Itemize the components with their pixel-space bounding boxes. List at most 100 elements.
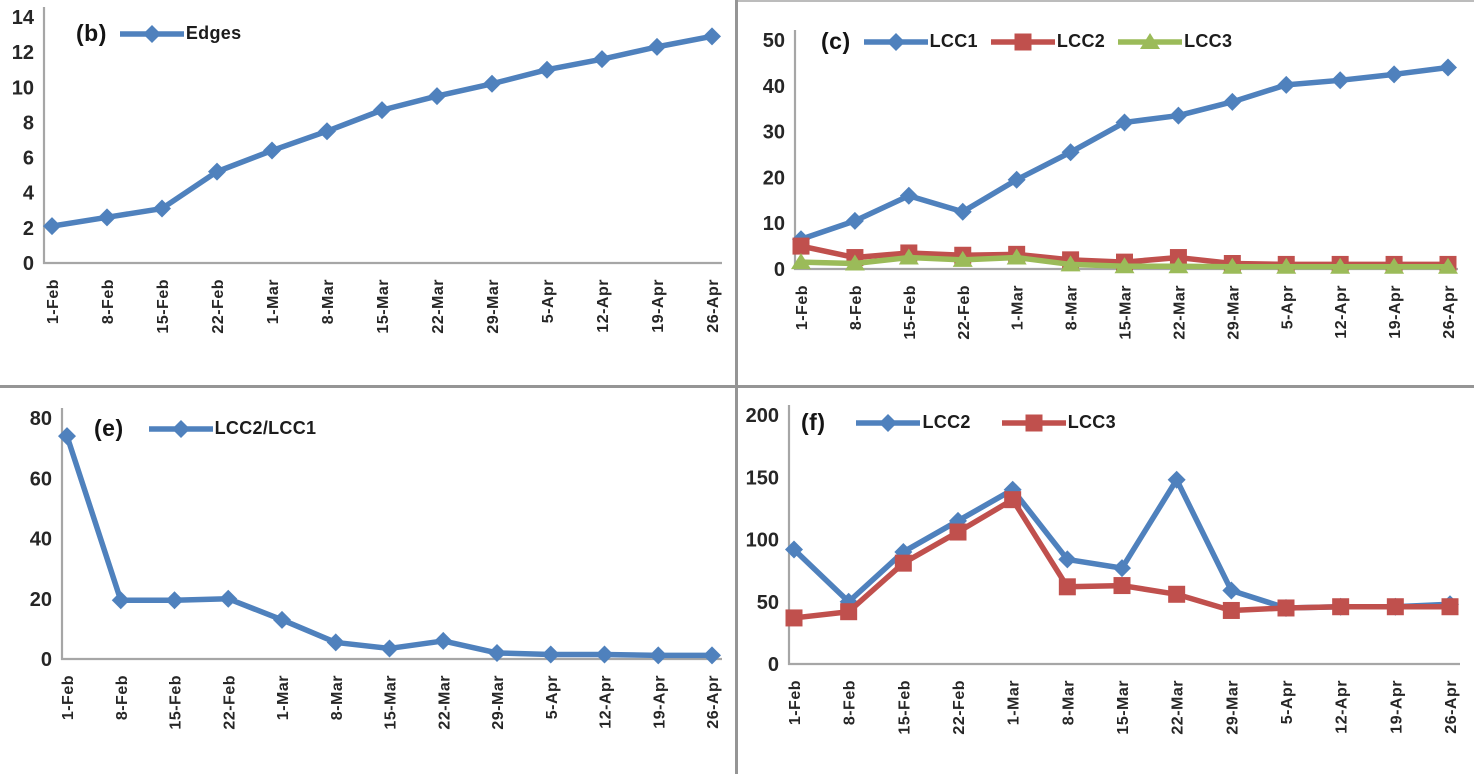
diamond-marker: [886, 32, 905, 51]
diamond-marker: [380, 639, 399, 658]
y-tick-label: 10: [763, 213, 785, 235]
y-tick-label: 6: [23, 148, 34, 170]
series-line-edges: [49, 33, 715, 229]
diamond-marker: [153, 199, 171, 218]
x-tick-label: 22-Feb: [210, 279, 227, 334]
legend-label: LCC3: [1067, 412, 1116, 432]
x-tick-label: 15-Mar: [1118, 285, 1135, 340]
diamond-marker: [1439, 58, 1457, 77]
x-tick-label: 1-Feb: [787, 680, 804, 725]
x-tick-label: 15-Feb: [902, 285, 919, 340]
chart-f-canvas: 0 50 100 150 200 1-Feb 8-Feb 15-Feb 22-Feb 1-Mar 8…: [746, 405, 1460, 735]
legend-entry-lcc3: LCC3: [1001, 412, 1116, 433]
square-legend-key-icon: [990, 33, 1055, 50]
triangle-marker: [1438, 257, 1458, 274]
diamond-marker: [43, 217, 61, 236]
y-tick-label: 0: [23, 253, 34, 275]
diamond-marker: [1385, 65, 1404, 84]
x-tick-label: 8-Feb: [114, 675, 131, 720]
x-tick-label: 1-Mar: [265, 279, 282, 324]
x-tick-label: 1-Feb: [60, 675, 77, 720]
y-tick-label: 10: [12, 77, 34, 99]
legend-label: LCC3: [1184, 31, 1233, 51]
diamond-marker: [434, 631, 453, 650]
chart-b-panel: 0 2 4 6 8 10 12 14 1-Feb 8-Feb 15-Feb 22-Feb 1-Mar 8-…: [0, 0, 737, 387]
diamond-marker: [318, 122, 336, 141]
chart-f-panel: 0 50 100 150 200 1-Feb 8-Feb 15-Feb 22-Feb 1-Mar 8…: [737, 387, 1474, 774]
x-tick-label: 29-Mar: [1224, 680, 1241, 735]
diamond-marker: [1007, 170, 1026, 189]
x-tick-label: 1-Feb: [45, 279, 62, 324]
x-tick-label: 15-Mar: [383, 675, 400, 730]
x-tick-label: 19-Apr: [650, 279, 667, 333]
x-tick-label: 29-Mar: [490, 675, 507, 730]
y-tick-label: 50: [763, 30, 785, 52]
y-tick-label: 8: [23, 112, 34, 134]
diamond-marker: [273, 610, 291, 629]
square-marker: [1113, 577, 1131, 595]
chart-f-panel-label: (f): [801, 409, 826, 435]
y-tick-label: 14: [12, 7, 35, 29]
square-marker: [840, 603, 858, 621]
square-marker: [1058, 578, 1076, 596]
diamond-marker: [326, 633, 345, 652]
chart-e-panel: 0 20 40 60 80 1-Feb 8-Feb 15-Feb 22-Feb 1-Mar 8-Ma…: [0, 387, 737, 774]
y-tick-label: 0: [774, 259, 785, 281]
diamond-marker: [1169, 106, 1188, 125]
y-tick-label: 0: [41, 649, 52, 671]
x-tick-label: 1-Mar: [275, 675, 292, 720]
diamond-marker: [1113, 559, 1131, 578]
diamond-marker: [1061, 143, 1080, 162]
legend-entry-lcc2: LCC2: [990, 31, 1105, 52]
chart-e-legend: (e) LCC2/LCC1: [94, 415, 316, 442]
chart-c-panel-label: (c): [821, 28, 851, 54]
y-tick-label: 20: [30, 589, 52, 611]
diamond-marker: [111, 591, 130, 610]
square-marker: [1004, 491, 1022, 509]
x-tick-label: 26-Apr: [705, 675, 722, 729]
chart-e-panel-label: (e): [94, 415, 124, 441]
x-tick-label: 8-Feb: [100, 279, 117, 324]
diamond-marker: [58, 427, 76, 446]
legend-label: LCC2/LCC1: [214, 418, 317, 438]
diamond-marker: [953, 202, 972, 221]
diamond-legend-key-icon: [856, 413, 921, 432]
chart-b-canvas: 0 2 4 6 8 10 12 14 1-Feb 8-Feb 15-Feb 22-Feb 1-Mar 8-…: [12, 7, 722, 334]
triangle-marker: [791, 253, 811, 270]
square-marker: [1222, 601, 1240, 619]
diamond-marker: [1222, 581, 1241, 600]
square-marker: [1441, 598, 1459, 616]
y-tick-label: 30: [763, 122, 785, 144]
triangle-marker: [1222, 257, 1243, 274]
chart-c-panel: 0 10 20 30 40 50 1-Feb 8-Feb 15-Feb 22-Feb 1-Mar 8-…: [737, 0, 1474, 387]
diamond-marker: [488, 643, 506, 662]
y-tick-label: 2: [23, 218, 34, 240]
y-tick-label: 4: [23, 183, 35, 205]
triangle-marker: [1276, 257, 1297, 274]
triangle-marker: [1006, 248, 1027, 265]
x-tick-label: 8-Mar: [1060, 680, 1077, 725]
x-tick-label: 15-Feb: [896, 680, 913, 735]
x-tick-label: 22-Feb: [221, 675, 238, 730]
legend-entry-lcc1: LCC1: [863, 31, 978, 52]
diamond-marker: [649, 646, 668, 665]
diamond-marker: [98, 208, 116, 227]
x-tick-label: 12-Apr: [595, 279, 612, 333]
x-tick-label: 5-Apr: [1279, 680, 1296, 724]
x-tick-label: 26-Apr: [1441, 285, 1458, 339]
diamond-marker: [208, 162, 226, 181]
x-tick-label: 22-Mar: [430, 279, 447, 334]
legend-label: LCC2: [922, 412, 971, 432]
legend-entry-lcc2-lcc1: LCC2/LCC1: [148, 418, 317, 439]
diamond-marker: [703, 646, 721, 665]
x-tick-label: 8-Feb: [848, 285, 865, 330]
square-legend-key-icon: [1001, 414, 1066, 431]
x-tick-label: 1-Mar: [1006, 680, 1023, 725]
triangle-marker: [1114, 257, 1135, 274]
legend-entry-edges: Edges: [119, 23, 242, 44]
x-tick-label: 22-Feb: [951, 680, 968, 735]
x-tick-label: 12-Apr: [598, 675, 615, 729]
x-tick-label: 1-Feb: [794, 285, 811, 330]
square-marker: [792, 237, 810, 255]
